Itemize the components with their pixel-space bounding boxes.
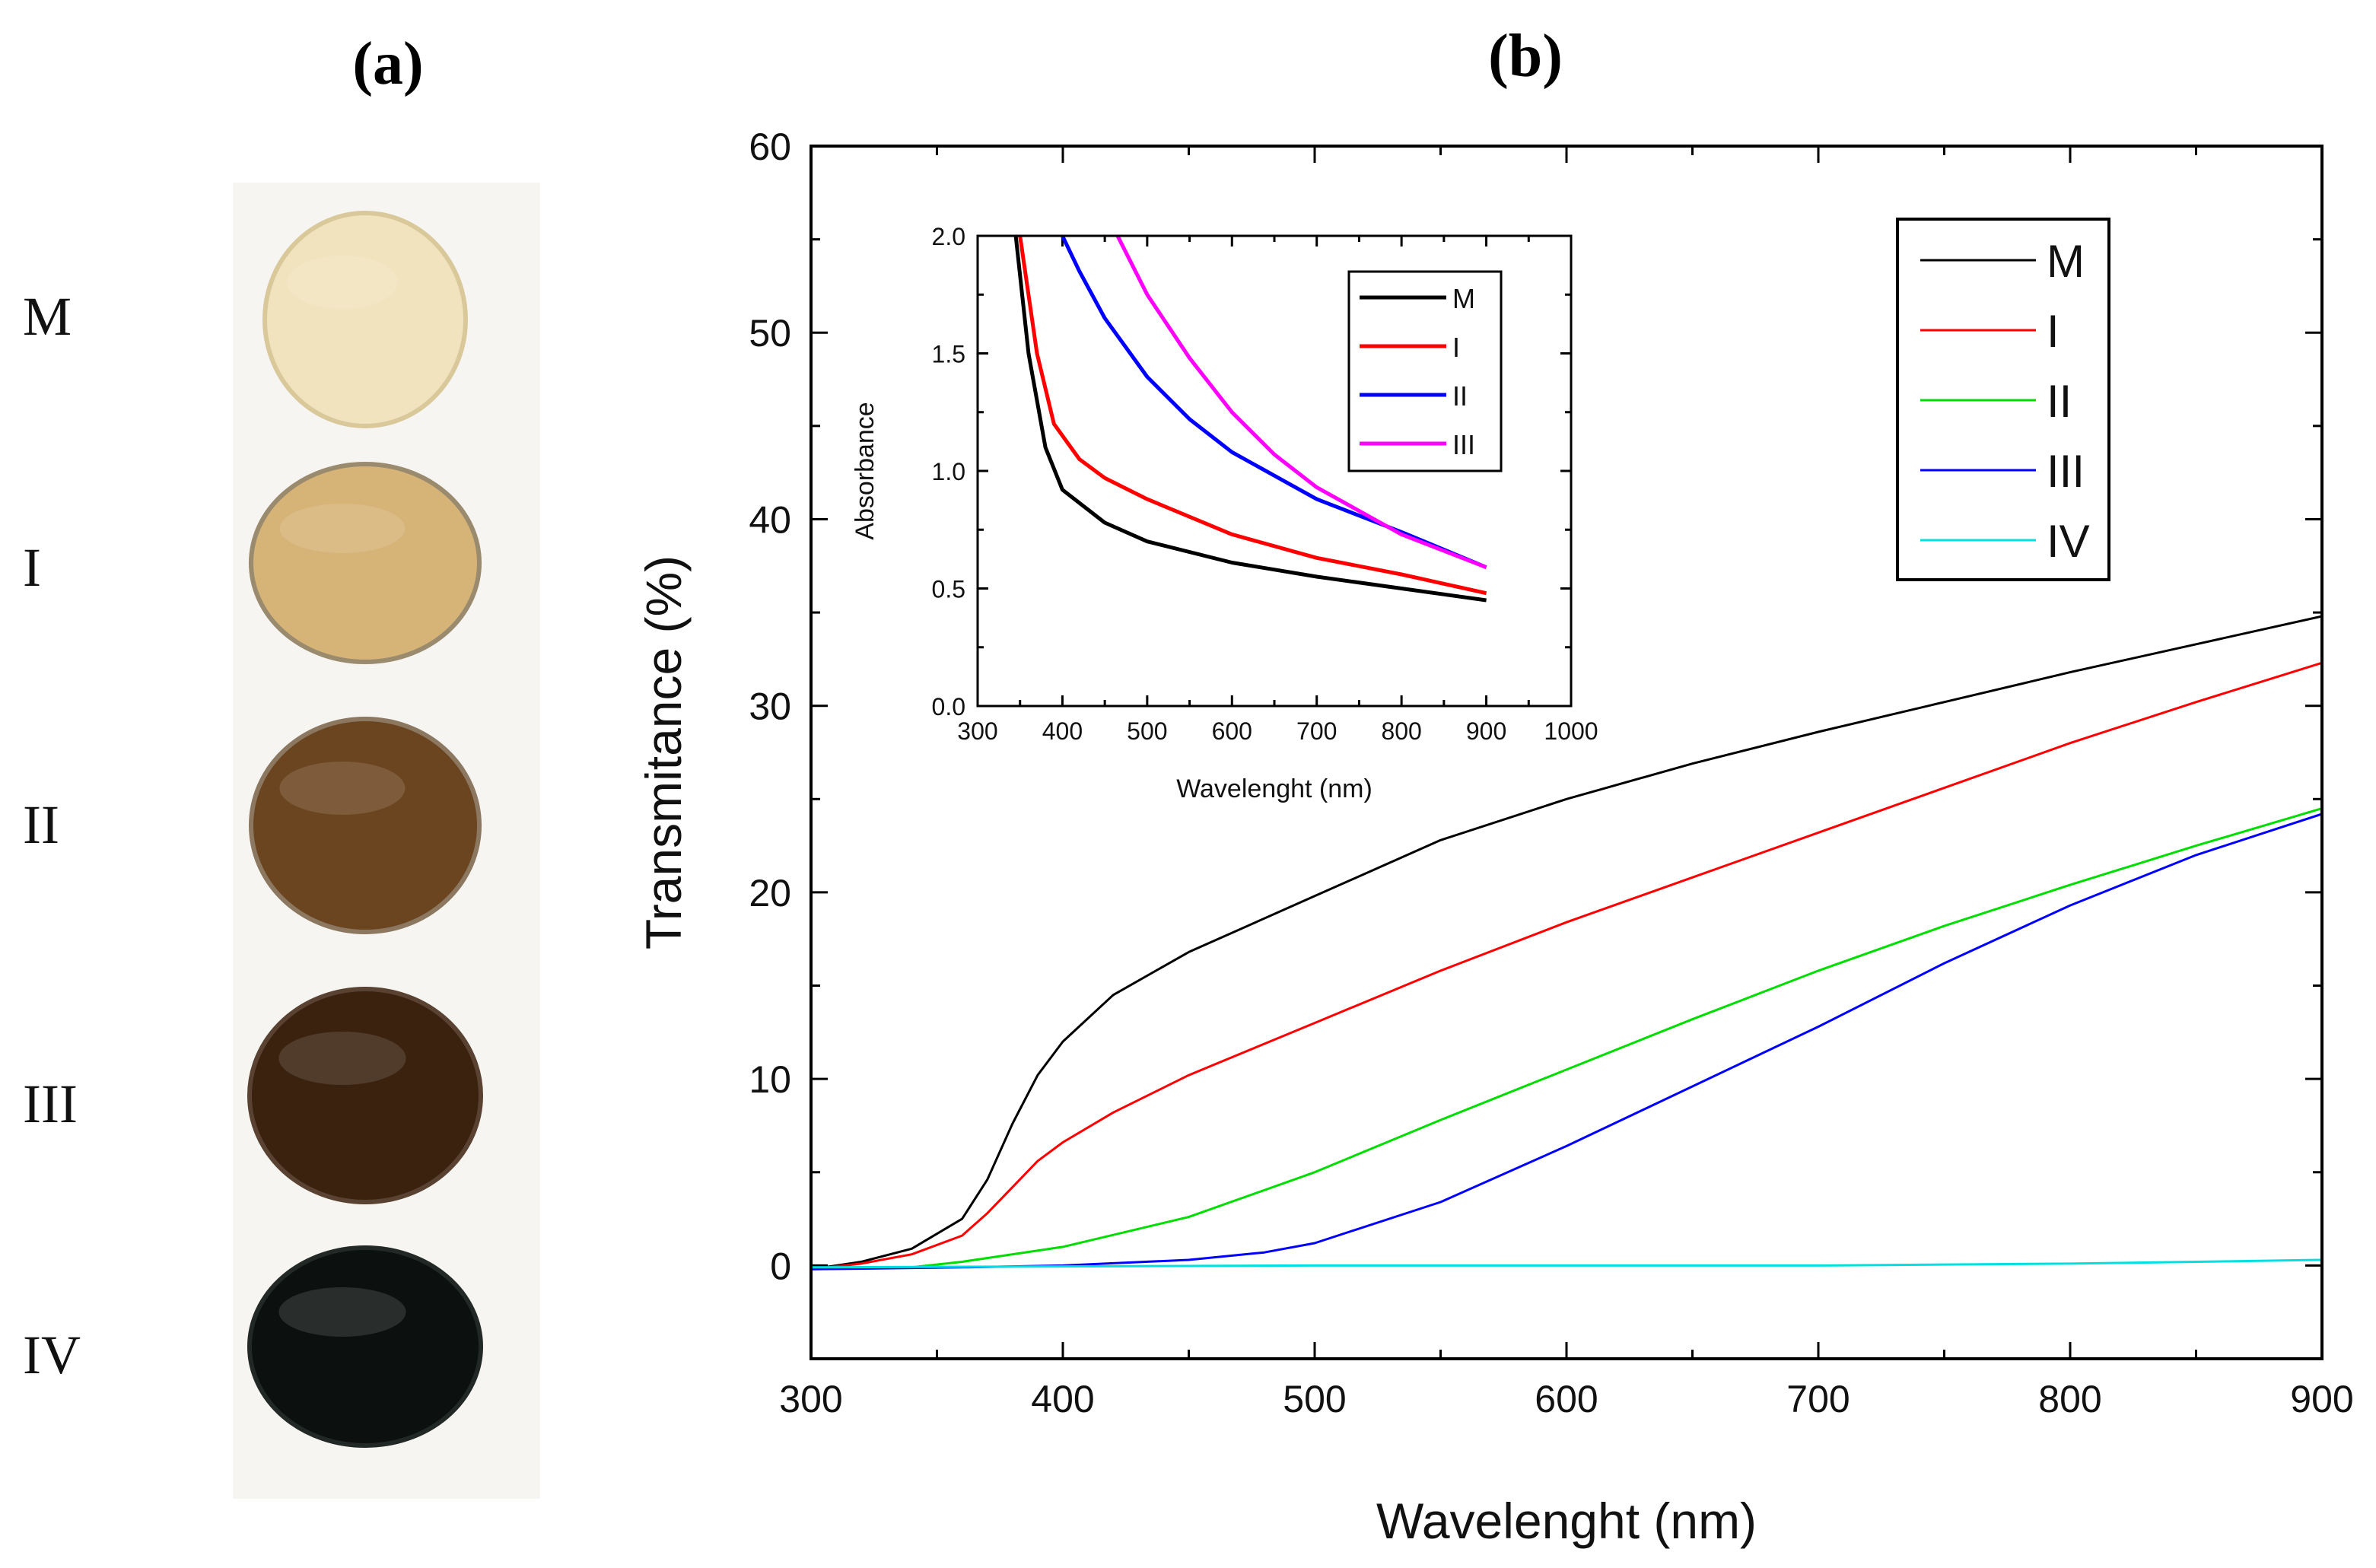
sample-i — [249, 462, 482, 664]
legend-label: M — [2047, 236, 2085, 287]
y-tick-label: 0 — [770, 1245, 791, 1287]
panel-label-b: (b) — [1488, 23, 1563, 90]
sample-photos — [247, 211, 483, 1448]
x-tick-label: 500 — [1283, 1378, 1346, 1420]
x-tick-label: 300 — [779, 1378, 842, 1420]
y-tick-label: 1.5 — [932, 341, 965, 368]
sample-highlight — [278, 1287, 406, 1337]
legend-label: I — [2047, 306, 2060, 357]
x-tick-label: 600 — [1535, 1378, 1598, 1420]
sample-label: IV — [23, 1325, 81, 1385]
x-tick-label: 700 — [1296, 717, 1337, 745]
y-tick-label: 60 — [749, 126, 791, 168]
sample-highlight — [279, 762, 406, 815]
inset-axes-ticks: 300 400 500 600 700 800 900 1000 0.0 0.5 1.0 1.5 2.0 — [932, 223, 1598, 745]
series-line-ii — [810, 807, 2323, 1271]
sample-disc — [247, 1245, 483, 1448]
absorbance-inset-chart: 300 400 500 600 700 800 900 1000 0.0 0.5 1.0 1.5 2.0… — [851, 223, 1598, 803]
sample-label: M — [23, 286, 72, 347]
series-line-iii — [1115, 234, 1487, 570]
sample-highlight — [278, 1032, 406, 1085]
main-axes-ticks: 300 400 500 600 700 800 900 0 10 20 30 40 50 60 — [749, 126, 2353, 1420]
main-y-axis-title: Transmitance (%) — [635, 555, 692, 949]
sample-iii — [247, 987, 483, 1204]
legend-label: I — [1452, 332, 1460, 363]
sample-highlight — [279, 504, 406, 553]
legend-box — [1347, 270, 1503, 472]
sample-disc — [247, 987, 483, 1204]
inset-plot-frame — [976, 234, 1573, 708]
series-line-m — [810, 615, 2323, 1271]
x-tick-label: 1000 — [1544, 717, 1598, 745]
legend-label: IV — [2047, 516, 2090, 567]
main-series-lines — [810, 615, 2323, 1271]
sample-iv — [247, 1245, 483, 1448]
inset-y-axis-title: Absorbance — [851, 402, 879, 539]
transmittance-chart: 300 400 500 600 700 800 900 0 10 20 30 40 50 60 Wavel… — [635, 126, 2354, 1549]
y-tick-label: 20 — [749, 872, 791, 914]
sample-highlight — [287, 256, 398, 309]
sample-label: I — [23, 537, 41, 598]
sample-label: II — [23, 794, 59, 855]
series-line-ii — [1061, 234, 1487, 570]
y-tick-label: 1.0 — [932, 458, 965, 485]
y-tick-label: 40 — [749, 498, 791, 541]
x-tick-label: 400 — [1042, 717, 1083, 745]
x-tick-label: 500 — [1127, 717, 1167, 745]
series-line-i — [1018, 235, 1487, 596]
x-tick-label: 800 — [2038, 1378, 2101, 1420]
legend-label: III — [2047, 446, 2085, 497]
series-line-iii — [810, 813, 2323, 1271]
main-plot-frame — [809, 145, 2324, 1360]
legend-label: M — [1452, 283, 1475, 314]
x-tick-label: 800 — [1381, 717, 1421, 745]
sample-m — [262, 211, 468, 428]
x-tick-label: 300 — [957, 717, 997, 745]
x-tick-label: 700 — [1786, 1378, 1850, 1420]
legend-label: II — [2047, 376, 2072, 427]
legend-label: II — [1452, 380, 1468, 412]
main-x-axis-title: Wavelenght (nm) — [1376, 1493, 1757, 1549]
y-tick-label: 2.0 — [932, 223, 965, 250]
series-line-i — [810, 661, 2323, 1271]
series-line-m — [1013, 235, 1487, 603]
chart-panel: (b) 300 400 500 600 700 800 900 0 10 20 30 40 50 60 W… — [635, 23, 2354, 1549]
x-tick-label: 400 — [1031, 1378, 1094, 1420]
sample-disc — [249, 462, 482, 664]
sample-disc — [249, 717, 482, 934]
x-tick-label: 900 — [2290, 1378, 2353, 1420]
y-tick-label: 10 — [749, 1058, 791, 1101]
legend-label: III — [1452, 429, 1475, 460]
sample-label: III — [23, 1073, 78, 1134]
panel-label-a: (a) — [352, 30, 423, 97]
y-tick-label: 50 — [749, 312, 791, 355]
inset-x-axis-title: Wavelenght (nm) — [1176, 774, 1372, 803]
series-line-iv — [810, 1258, 2323, 1269]
inset-series-lines — [1013, 234, 1487, 603]
x-tick-label: 900 — [1466, 717, 1506, 745]
y-tick-label: 0.5 — [932, 576, 965, 603]
sample-ii — [249, 717, 482, 934]
y-tick-label: 30 — [749, 685, 791, 728]
y-tick-label: 0.0 — [932, 693, 965, 720]
x-tick-label: 600 — [1212, 717, 1252, 745]
sample-disc — [262, 211, 468, 428]
